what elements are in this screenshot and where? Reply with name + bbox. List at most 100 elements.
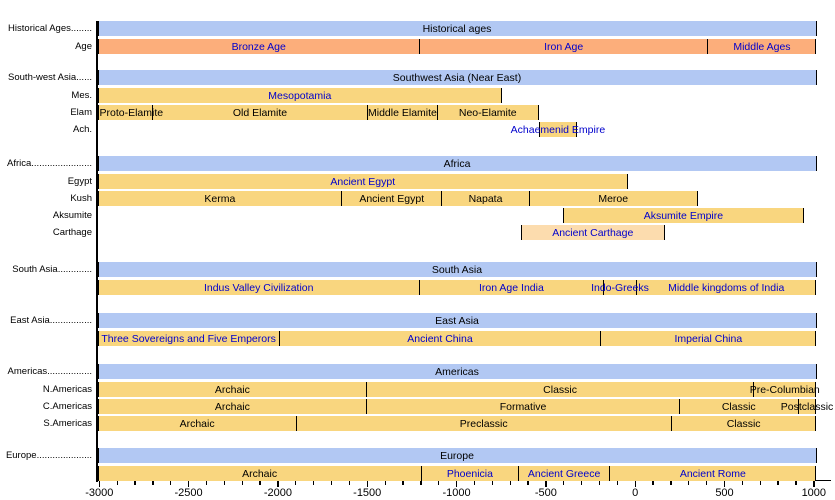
- timeline-segment: Three Sovereigns and Five Emperors: [97, 331, 280, 346]
- header-bar-label: East Asia: [435, 314, 479, 327]
- axis-major-tick: [634, 481, 636, 487]
- timeline-segment: Pre-Columbian: [750, 382, 820, 397]
- timeline-segment: Archaic: [97, 399, 368, 414]
- axis-minor-tick: [205, 481, 208, 486]
- timeline-segment-label: Middle Elamite: [368, 106, 437, 119]
- timeline-segment: Classic: [671, 416, 817, 431]
- timeline-segment: Old Elamite: [152, 105, 369, 120]
- timeline-segment: Ancient Greece: [519, 466, 611, 481]
- axis-minor-tick: [527, 481, 529, 486]
- timeline-segment-label: Formative: [499, 400, 547, 413]
- header-bar: Europe: [97, 448, 817, 463]
- axis-minor-tick: [777, 481, 779, 486]
- axis-minor-tick: [616, 481, 619, 486]
- axis-tick-label: -2000: [263, 486, 292, 499]
- timeline-segment-label: Bronze Age: [231, 40, 286, 53]
- group-label: East Asia................: [10, 315, 92, 326]
- timeline-segment-label: Aksumite Empire: [643, 209, 724, 222]
- timeline-segment-label: Middle kingdoms of India: [668, 281, 785, 294]
- timeline-segment: Indo-Greeks: [591, 280, 649, 295]
- axis-major-tick: [188, 481, 190, 487]
- timeline-segment-label: Classic: [721, 400, 756, 413]
- axis-minor-tick: [295, 481, 297, 486]
- timeline-segment: Iron Age India: [419, 280, 604, 295]
- axis-tick-label: 1000: [801, 486, 827, 499]
- axis-minor-tick: [348, 481, 351, 486]
- timeline-segment-label: Meroe: [598, 192, 629, 205]
- timeline-segment: Phoenicia: [421, 466, 520, 481]
- axis-major-tick: [813, 481, 815, 487]
- row-label: Elam: [70, 107, 92, 118]
- axis-minor-tick: [563, 481, 565, 486]
- axis-minor-tick: [384, 481, 386, 486]
- header-bar-label: South Asia: [431, 263, 483, 276]
- timeline-segment-label: Kerma: [204, 192, 236, 205]
- timeline-segment: Formative: [367, 399, 680, 414]
- timeline-segment: Ancient Egypt: [342, 191, 443, 206]
- timeline-segment-label: Imperial China: [674, 332, 743, 345]
- group-label: South-west Asia......: [8, 72, 92, 83]
- header-bar: Historical ages: [97, 21, 817, 36]
- row-label: Carthage: [52, 227, 92, 238]
- axis-major-tick: [723, 481, 726, 487]
- axis-minor-tick: [670, 481, 672, 486]
- axis-tick-label: -500: [534, 486, 557, 499]
- axis-tick-label: 500: [715, 486, 734, 499]
- axis-minor-tick: [402, 481, 404, 486]
- timeline-segment: Meroe: [529, 191, 698, 206]
- axis-major-tick: [366, 481, 368, 487]
- timeline-segment: Middle kingdoms of India: [636, 280, 817, 295]
- timeline-segment: Aksumite Empire: [562, 208, 804, 223]
- group-label: Historical Ages........: [8, 23, 92, 34]
- group-label: Europe.....................: [5, 450, 92, 461]
- axis-minor-tick: [116, 481, 118, 486]
- axis-minor-tick: [759, 481, 761, 486]
- axis-minor-tick: [795, 481, 797, 486]
- timeline-segment-label: Archaic: [242, 467, 278, 480]
- header-bar-label: Historical ages: [422, 22, 492, 35]
- timeline-segment-label: Ancient China: [407, 332, 473, 345]
- axis-tick-label: 0: [632, 486, 639, 499]
- timeline-segment-label: Mesopotamia: [268, 89, 332, 102]
- axis-minor-tick: [152, 481, 154, 486]
- timeline-segment-label: Postclassic: [780, 400, 834, 413]
- timeline-segment-label: Preclassic: [459, 417, 508, 430]
- timeline-segment-label: Archaic: [214, 383, 250, 396]
- group-label: South Asia.............: [12, 264, 92, 275]
- timeline-segment: Ancient Rome: [610, 466, 817, 481]
- axis-tick-label: -3000: [85, 486, 114, 499]
- axis-minor-tick: [420, 481, 422, 486]
- timeline-segment: Bronze Age: [97, 39, 420, 54]
- timeline-segment: Mesopotamia: [97, 88, 503, 103]
- axis-minor-tick: [706, 481, 708, 486]
- timeline-segment-label: Ancient Greece: [527, 467, 601, 480]
- axis-minor-tick: [473, 481, 476, 486]
- timeline-segment: Kerma: [97, 191, 343, 206]
- axis-tick-label: -1500: [353, 486, 382, 499]
- axis-tick-label: -2500: [174, 486, 203, 499]
- timeline-segment-label: Ancient Egypt: [330, 175, 396, 188]
- timeline-segment-label: Achaemenid Empire: [510, 123, 606, 136]
- timeline-segment: Middle Ages: [708, 39, 817, 54]
- axis-minor-tick: [330, 481, 333, 486]
- header-bar: Americas: [97, 364, 817, 379]
- row-label: Kush: [70, 193, 92, 204]
- timeline-segment-label: Napata: [468, 192, 503, 205]
- axis-major-tick: [545, 481, 547, 487]
- timeline-segment-label: Proto-Elamite: [99, 106, 164, 119]
- timeline-segment: Proto-Elamite: [97, 105, 163, 120]
- timeline-segment: Archaic: [97, 416, 297, 431]
- axis-minor-tick: [598, 481, 601, 486]
- timeline-segment: Neo-Elamite: [437, 105, 539, 120]
- timeline-segment-label: Iron Age India: [479, 281, 544, 294]
- group-label: Africa.......................: [7, 158, 92, 169]
- axis-minor-tick: [580, 481, 583, 486]
- axis-minor-tick: [491, 481, 493, 486]
- row-label: N.Americas: [42, 384, 92, 395]
- timeline-segment-label: Ancient Egypt: [359, 192, 425, 205]
- axis-minor-tick: [652, 481, 654, 486]
- timeline-segment: Archaic: [97, 382, 368, 397]
- header-bar: East Asia: [97, 313, 817, 328]
- axis-minor-tick: [688, 481, 690, 486]
- axis-major-tick: [277, 481, 279, 487]
